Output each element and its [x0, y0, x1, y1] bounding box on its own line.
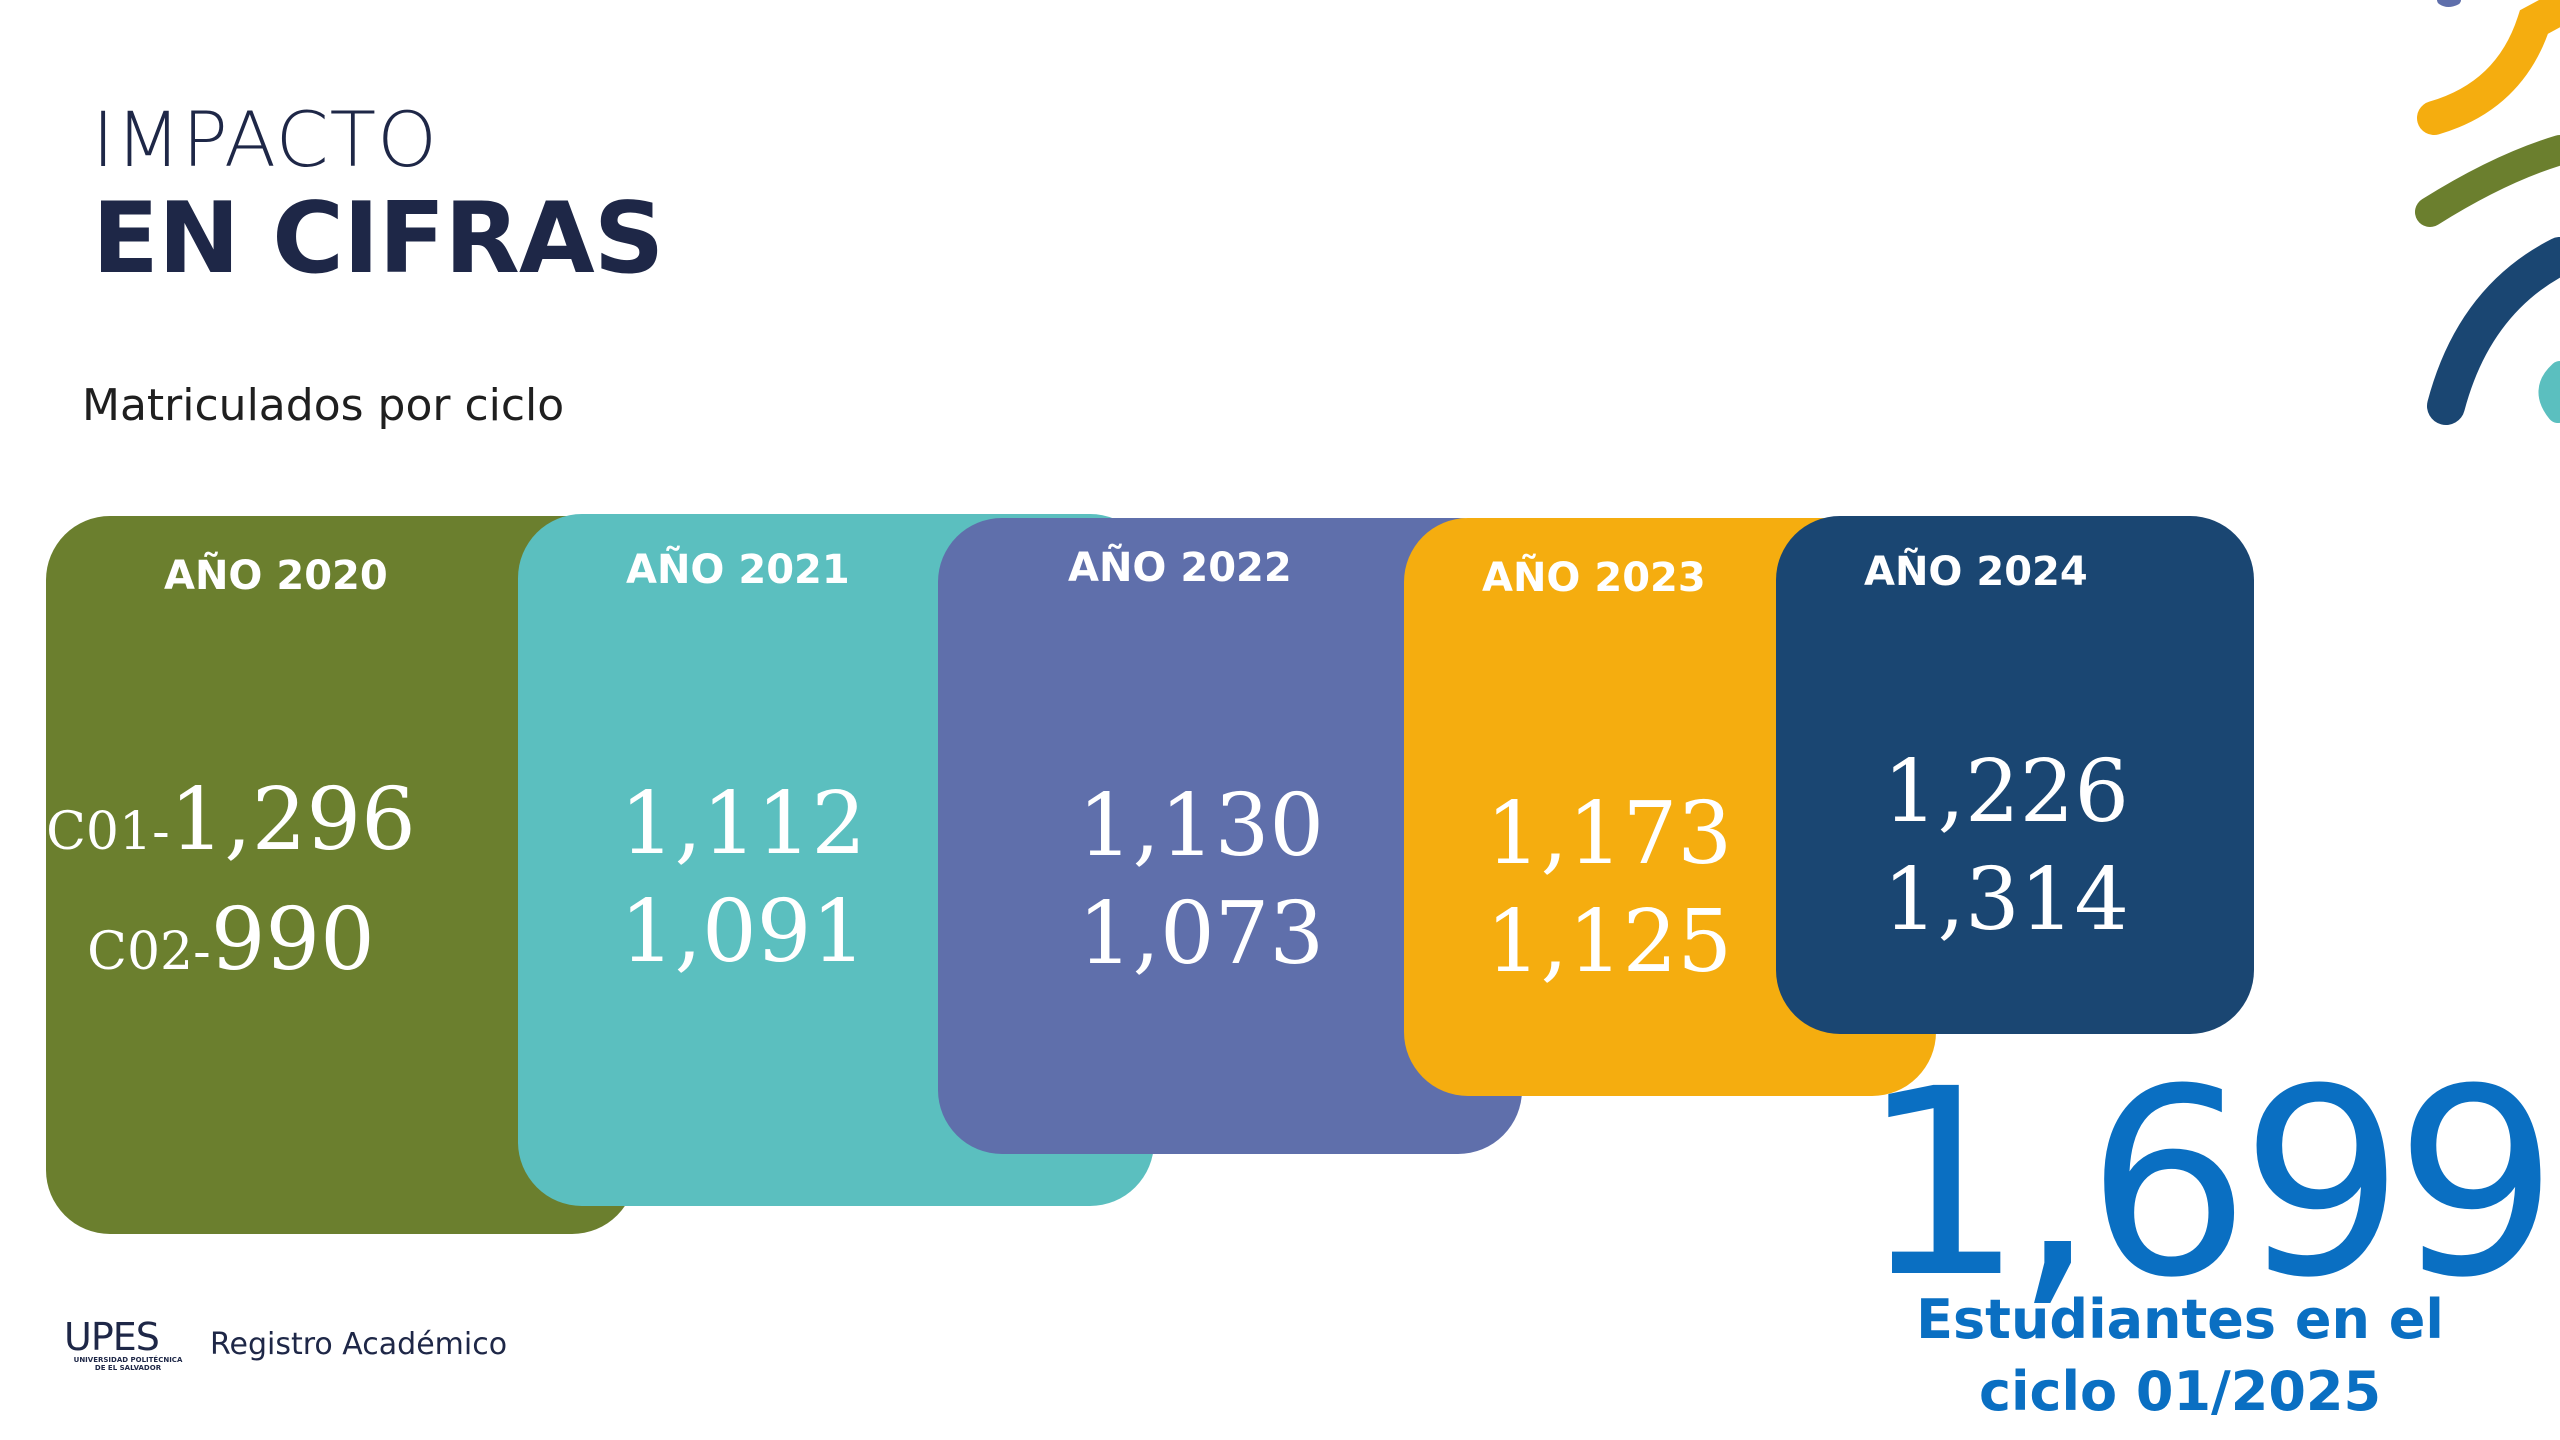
enrollment-values: C01-1,296 C02-990 [46, 766, 416, 1006]
year-label: AÑO 2022 [1068, 545, 1292, 591]
deco-stroke-purple [2437, 0, 2461, 7]
year-card-2024: AÑO 2024 1,226 1,314 [1776, 516, 2254, 1034]
cycle-2-value: 1,314 [1882, 850, 2130, 950]
deco-stroke-yellow [2417, 0, 2560, 135]
highlight-caption-line2: ciclo 01/2025 [1978, 1360, 2382, 1423]
cycle-1-value: 1,226 [1882, 742, 2130, 842]
cycle-1-value: 1,173 [1485, 784, 1733, 884]
decorative-strokes [2415, 0, 2560, 425]
enrollment-values: 1,130 1,073 [938, 772, 1464, 988]
cycle-2-value: C02-990 [87, 890, 375, 990]
cycle-2-value: 1,091 [619, 882, 867, 982]
page-title-line1: IMPACTO [92, 95, 438, 184]
year-label: AÑO 2024 [1864, 549, 2088, 595]
enrollment-values: 1,226 1,314 [1776, 738, 2236, 954]
highlight-caption-line1: Estudiantes en el [1916, 1288, 2444, 1351]
logo-subtext-line2: DE EL SALVADOR [94, 1364, 162, 1372]
cycle-1-value: 1,112 [619, 774, 867, 874]
highlight-caption: Estudiantes en el ciclo 01/2025 [1860, 1284, 2500, 1428]
upes-logo: UPES UNIVERSIDAD POLITÉCNICA DE EL SALVA… [64, 1318, 192, 1378]
year-label: AÑO 2023 [1482, 555, 1706, 601]
deco-stroke-navy [2427, 237, 2560, 425]
cycle-1-value: C01-1,296 [46, 770, 416, 870]
cycle-1-value: 1,130 [1077, 776, 1325, 876]
section-subtitle: Matriculados por ciclo [82, 380, 565, 431]
cycle-2-value: 1,125 [1485, 892, 1733, 992]
department-name: Registro Académico [210, 1327, 508, 1362]
logo-subtext-line1: UNIVERSIDAD POLITÉCNICA [73, 1356, 183, 1364]
deco-stroke-teal [2538, 361, 2560, 423]
page-title-line2: EN CIFRAS [92, 182, 664, 296]
cycle-2-value: 1,073 [1077, 884, 1325, 984]
logo-wordmark: UPES [64, 1315, 160, 1359]
deco-stroke-green [2415, 135, 2560, 227]
year-label: AÑO 2021 [626, 547, 850, 593]
year-label: AÑO 2020 [164, 553, 388, 599]
enrollment-values: 1,173 1,125 [1404, 780, 1814, 996]
enrollment-values: 1,112 1,091 [518, 770, 968, 986]
highlight-number: 1,699 [1860, 1034, 2559, 1334]
